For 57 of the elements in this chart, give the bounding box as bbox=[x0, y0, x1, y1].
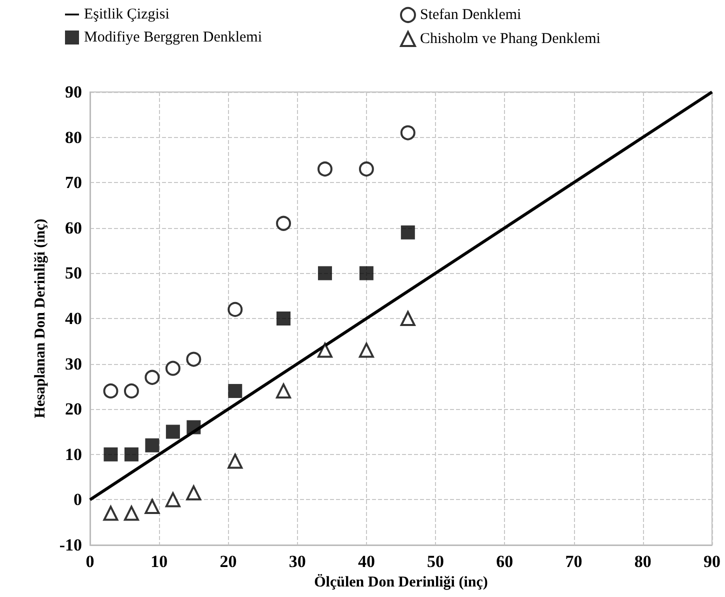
y-tick-label: -10 bbox=[59, 536, 82, 554]
legend-label: Modifiye Berggren Denklemi bbox=[84, 30, 262, 46]
legend-label: Eşitlik Çizgisi bbox=[84, 6, 170, 22]
point bbox=[318, 266, 332, 280]
y-tick-label: 40 bbox=[65, 309, 82, 328]
point bbox=[166, 424, 180, 439]
x-tick-label: 20 bbox=[220, 552, 237, 571]
point bbox=[400, 311, 416, 326]
legend-label: Stefan Denklemi bbox=[420, 7, 522, 23]
legend-label: Chisholm ve Phang Denklemi bbox=[420, 31, 600, 47]
y-tick-label: 80 bbox=[65, 128, 82, 147]
point bbox=[358, 162, 374, 177]
point bbox=[186, 485, 202, 500]
point bbox=[165, 492, 180, 508]
point bbox=[359, 266, 374, 280]
point bbox=[317, 342, 332, 358]
point bbox=[165, 360, 180, 376]
point bbox=[124, 506, 139, 521]
point bbox=[145, 438, 160, 452]
point bbox=[104, 447, 118, 462]
y-tick-label: 0 bbox=[74, 490, 82, 510]
x-tick-label: 70 bbox=[565, 552, 582, 571]
point bbox=[144, 370, 160, 385]
point bbox=[124, 383, 139, 398]
y-tick-label: 70 bbox=[65, 173, 82, 192]
x-tick-label: 80 bbox=[634, 552, 652, 571]
y-tick-label: 50 bbox=[65, 264, 82, 283]
point bbox=[276, 312, 291, 326]
point bbox=[103, 383, 118, 398]
point bbox=[400, 225, 415, 240]
point bbox=[358, 342, 374, 358]
y-tick-label: 10 bbox=[65, 444, 82, 464]
y-axis-title: Hesaplanan Don Derinliği (inç) bbox=[32, 218, 48, 418]
x-tick-label: 60 bbox=[496, 552, 514, 571]
point bbox=[317, 162, 332, 177]
point bbox=[186, 420, 201, 434]
point bbox=[186, 352, 202, 367]
x-tick-label: 10 bbox=[150, 552, 168, 571]
point bbox=[124, 447, 138, 462]
point bbox=[276, 383, 292, 398]
y-tick-label: 90 bbox=[65, 82, 82, 102]
point bbox=[228, 454, 243, 469]
x-tick-label: 0 bbox=[86, 552, 94, 571]
y-tick-label: 60 bbox=[65, 218, 82, 238]
point bbox=[276, 216, 292, 231]
x-tick-label: 40 bbox=[358, 552, 375, 571]
x-tick-label: 30 bbox=[288, 552, 306, 571]
point bbox=[144, 498, 160, 514]
point bbox=[228, 384, 242, 398]
x-axis-title: Ölçülen Don Derinliği (inç) bbox=[314, 574, 488, 590]
x-tick-label: 90 bbox=[704, 552, 720, 571]
point bbox=[103, 506, 118, 521]
y-tick-label: 20 bbox=[65, 400, 82, 419]
point bbox=[400, 125, 416, 140]
x-tick-label: 50 bbox=[427, 552, 444, 571]
y-tick-label: 30 bbox=[65, 354, 82, 374]
point bbox=[228, 302, 243, 317]
